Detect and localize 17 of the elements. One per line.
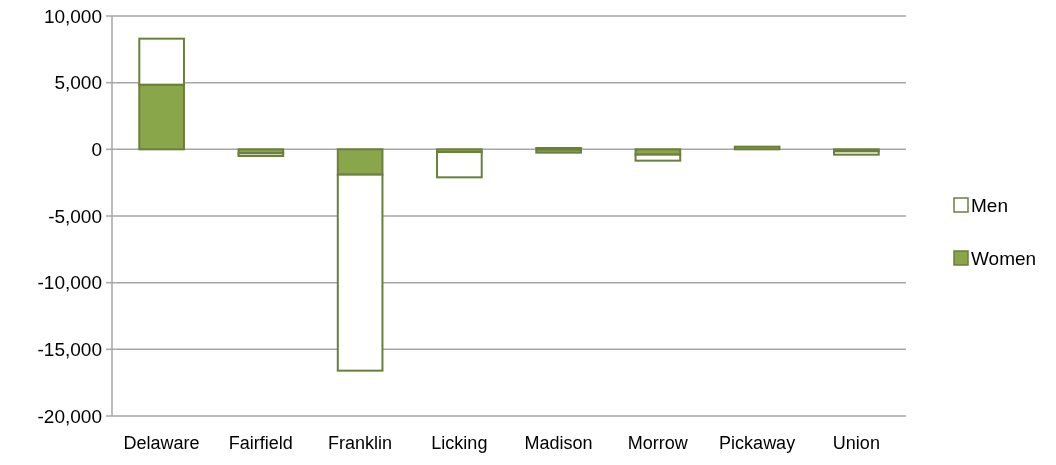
y-tick-label: 0	[91, 138, 102, 160]
x-tick-label: Fairfield	[228, 433, 293, 453]
x-tick-label: Franklin	[328, 433, 393, 453]
x-tick-label: Pickaway	[719, 433, 796, 453]
y-tick-label: -15,000	[37, 338, 102, 360]
x-tick-label: Licking	[431, 433, 488, 453]
legend-label: Men	[971, 194, 1008, 216]
x-tick-label: Madison	[524, 433, 593, 453]
y-tick-label: -20,000	[37, 405, 102, 427]
y-tick-label: 10,000	[43, 5, 102, 27]
y-tick-label: 5,000	[54, 72, 102, 94]
x-tick-label: Morrow	[627, 433, 689, 453]
legend-label: Women	[971, 247, 1037, 269]
x-tick-label: Union	[832, 433, 880, 453]
y-tick-label: -10,000	[37, 272, 102, 294]
y-tick-label: -5,000	[48, 205, 102, 227]
x-tick-label: Delaware	[123, 433, 200, 453]
